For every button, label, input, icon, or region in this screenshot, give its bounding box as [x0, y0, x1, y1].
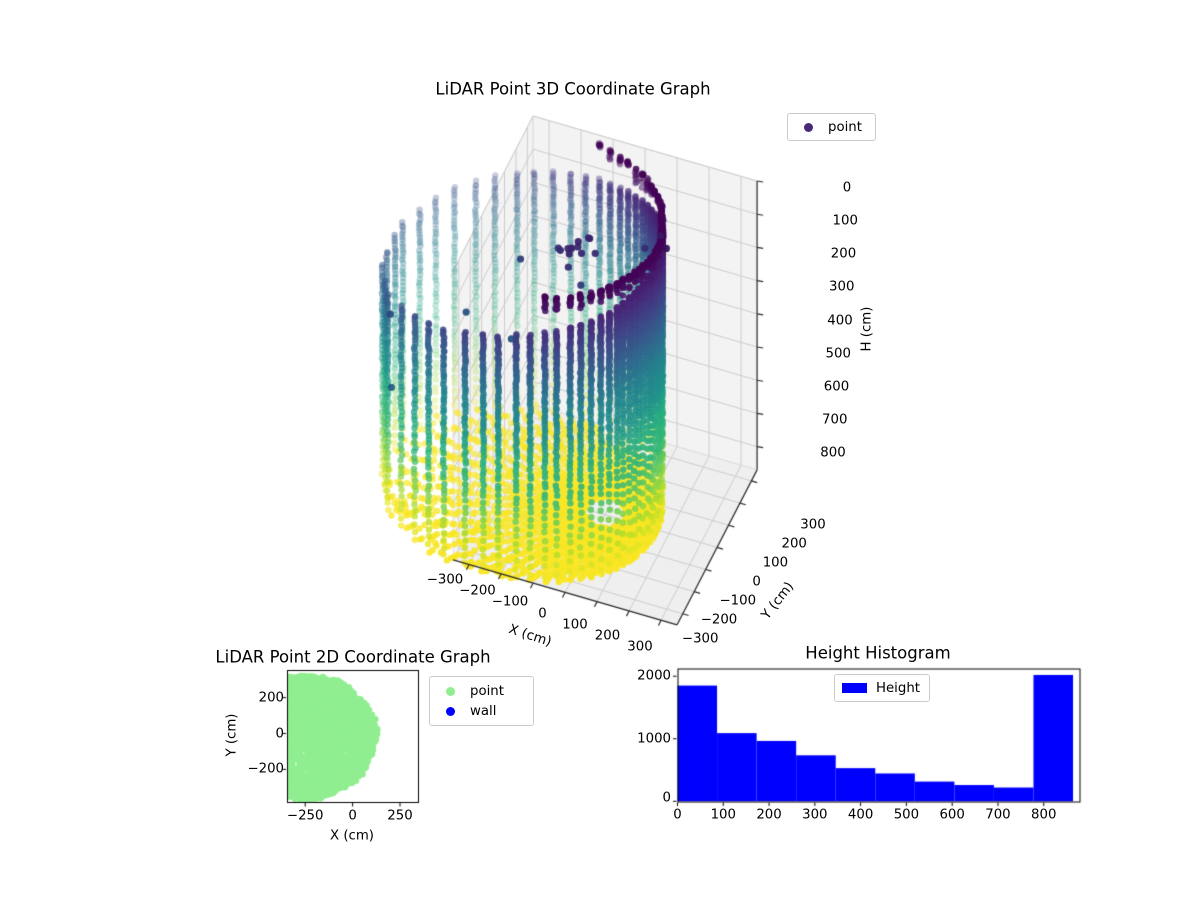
plot3d-x-tick-label: 0	[538, 606, 547, 622]
plot3d-y-tick-label: −300	[681, 631, 719, 647]
histogram-legend: Height	[834, 674, 930, 702]
plot2d-y-tick-label: −200	[247, 761, 284, 777]
plot3d-x-tick-label: 300	[627, 639, 653, 655]
histogram-x-tick-label: 700	[985, 807, 1011, 823]
histogram-title: Height Histogram	[805, 643, 951, 663]
plot3d-h-tick-label: 200	[830, 246, 857, 262]
height-legend-label: Height	[876, 680, 920, 696]
plot3d-x-tick-label: 100	[562, 617, 588, 633]
plot2d-x-tick-label: 0	[348, 808, 357, 824]
histogram-x-tick-label: 500	[893, 807, 920, 823]
plot2d-legend: point wall	[429, 676, 534, 726]
plot3d-h-tick-label: 100	[832, 213, 858, 229]
legend-row-wall: wall	[430, 701, 533, 721]
plot3d-h-tick-label: 0	[842, 180, 852, 196]
plot2d-title: LiDAR Point 2D Coordinate Graph	[215, 647, 491, 667]
plot3d-x-tick-label: −200	[459, 583, 496, 599]
legend-row-point: point	[430, 681, 533, 701]
histogram-x-tick-label: 200	[756, 807, 782, 823]
plot3d-x-tick-label: −100	[491, 594, 529, 610]
plot2d-x-tick-label: −250	[286, 808, 324, 824]
histogram-y-tick-label: 1000	[637, 731, 671, 747]
plot3d-y-tick-label: 0	[752, 574, 761, 590]
wall-legend-marker-icon	[446, 706, 455, 716]
plot3d-legend: point	[787, 113, 876, 141]
plot3d-x-tick-label: −300	[426, 572, 464, 588]
point-legend-label: point	[828, 119, 862, 135]
plot3d-y-tick-label: −200	[700, 612, 738, 628]
plot3d-h-axis-label: H (cm)	[859, 306, 875, 352]
plot3d-y-tick-label: 200	[781, 536, 807, 552]
plot3d-h-tick-label: 500	[825, 346, 851, 362]
point-legend-label: point	[470, 683, 504, 699]
histogram-x-tick-label: 100	[710, 807, 736, 823]
height-legend-swatch-icon	[842, 683, 867, 693]
plot2d-y-axis-label: Y (cm)	[224, 713, 240, 757]
plot2d-x-tick-label: 250	[387, 808, 413, 824]
histogram-y-tick-label: 0	[662, 790, 671, 806]
point-legend-marker-icon	[804, 122, 813, 132]
plot3d-h-tick-label: 600	[823, 379, 850, 395]
plot2d-x-axis-label: X (cm)	[330, 828, 374, 844]
histogram-x-tick-label: 300	[802, 807, 828, 823]
histogram-y-tick-label: 2000	[637, 668, 671, 684]
plot2d-y-tick-label: 0	[275, 726, 284, 741]
plot2d-y-tick-label: 200	[258, 690, 284, 706]
plot3d-title: LiDAR Point 3D Coordinate Graph	[435, 79, 711, 99]
plot3d-x-tick-label: 200	[594, 628, 621, 644]
histogram-x-tick-label: 800	[1031, 807, 1057, 823]
plot3d-h-tick-label: 800	[820, 445, 846, 461]
histogram-x-tick-label: 0	[673, 807, 682, 823]
plot3d-y-tick-label: 100	[762, 555, 789, 571]
plot3d-h-tick-label: 400	[827, 313, 853, 329]
plot3d-y-tick-label: −100	[719, 593, 757, 609]
histogram-x-tick-label: 400	[847, 807, 874, 823]
plot3d-h-tick-label: 700	[822, 412, 848, 428]
plot3d-h-tick-label: 300	[829, 279, 855, 295]
histogram-x-tick-label: 600	[939, 807, 965, 823]
plot3d-y-tick-label: 300	[800, 517, 826, 533]
wall-legend-label: wall	[470, 703, 497, 719]
point-legend-marker-icon	[446, 686, 455, 696]
